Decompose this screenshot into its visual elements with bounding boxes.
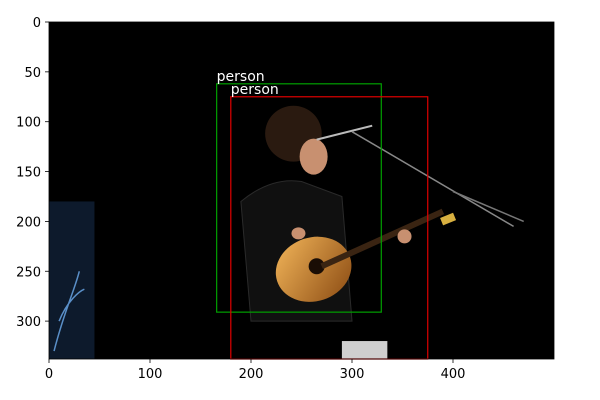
y-tick-label: 250 — [16, 265, 41, 280]
hand — [397, 229, 412, 244]
y-tick-label: 100 — [16, 116, 41, 131]
y-tick-label: 50 — [24, 66, 41, 81]
photo-scene — [49, 105, 524, 359]
y-tick-label: 150 — [16, 166, 41, 181]
y-tick-label: 300 — [16, 315, 41, 330]
x-axis: 0 100 200 300 400 — [45, 359, 466, 382]
microphone — [316, 124, 373, 141]
x-tick-label: 100 — [138, 367, 163, 382]
detection-box — [216, 83, 382, 313]
face — [299, 138, 328, 175]
guitar-soundhole — [308, 258, 325, 275]
y-axis: 0 50 100 150 200 250 300 — [16, 16, 49, 330]
poster — [49, 201, 95, 359]
guitar-neck — [320, 208, 445, 270]
hand — [291, 227, 306, 240]
x-tick-label: 300 — [340, 367, 365, 382]
guitar-headstock — [440, 212, 457, 226]
mic-stand — [351, 131, 514, 228]
x-tick-label: 0 — [45, 367, 53, 382]
poster-decoration — [53, 271, 85, 352]
stage-monitor — [341, 341, 388, 359]
y-tick-label: 200 — [16, 215, 41, 230]
x-tick-label: 400 — [441, 367, 466, 382]
y-tick-label: 0 — [33, 16, 41, 31]
x-tick-label: 200 — [239, 367, 264, 382]
axes-frame — [48, 21, 555, 360]
detection-label: person — [217, 69, 265, 85]
mic-stand — [452, 190, 524, 223]
detection-label: person — [231, 82, 279, 98]
